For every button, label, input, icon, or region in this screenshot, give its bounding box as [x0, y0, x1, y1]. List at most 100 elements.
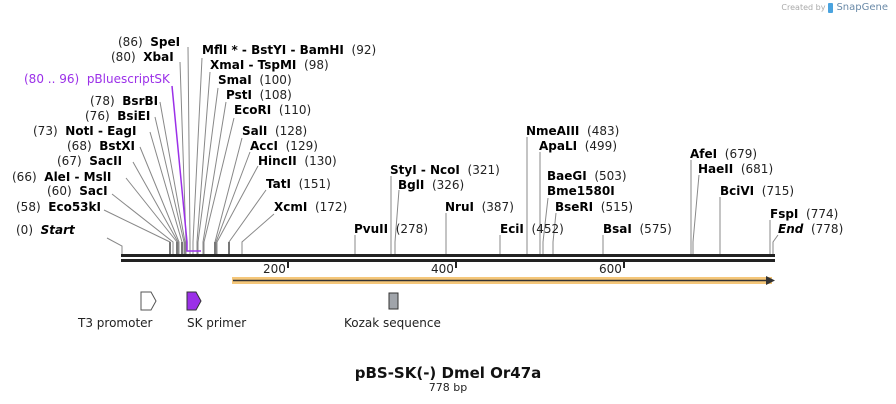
site-label-noti-eagi[interactable]: (73) NotI - EagI — [33, 124, 136, 138]
site-position: (58) — [16, 200, 41, 214]
site-label-tati[interactable]: TatI (151) — [266, 177, 331, 191]
site-label-hincii[interactable]: HincII (130) — [258, 154, 337, 168]
site-position: (778) — [810, 222, 844, 236]
site-name: AleI - MslI — [44, 170, 112, 184]
site-position: (151) — [298, 177, 331, 191]
site-label-end[interactable]: End (778) — [778, 222, 843, 236]
site-label-sacii[interactable]: (67) SacII — [57, 154, 122, 168]
site-position: (130) — [304, 154, 337, 168]
site-position: (98) — [304, 58, 329, 72]
kozak-box-icon[interactable] — [388, 292, 399, 310]
site-name: BsaI — [603, 222, 632, 236]
site-label-alei-msli[interactable]: (66) AleI - MslI — [12, 170, 111, 184]
site-label-sali[interactable]: SalI (128) — [242, 124, 307, 138]
site-position: (68) — [67, 139, 92, 153]
ruler-label-200: 200 — [263, 262, 286, 276]
site-name: SalI — [242, 124, 268, 138]
feature-label-kozak[interactable]: Kozak sequence — [344, 316, 441, 330]
site-name: SacII — [89, 154, 123, 168]
site-position: (515) — [600, 200, 634, 214]
site-label-bsai[interactable]: BsaI (575) — [603, 222, 672, 236]
site-label-bstxi[interactable]: (68) BstXI — [67, 139, 135, 153]
site-position: (78) — [90, 94, 115, 108]
site-label-acci[interactable]: AccI (129) — [250, 139, 318, 153]
site-label-apali[interactable]: ApaLI (499) — [539, 139, 617, 153]
primer-label[interactable]: (80 .. 96) pBluescriptSK — [24, 72, 170, 86]
site-label-bcivi[interactable]: BciVI (715) — [720, 184, 794, 198]
site-label-bsrbi[interactable]: (78) BsrBI — [90, 94, 158, 108]
site-position: (278) — [395, 222, 429, 236]
site-name: AfeI — [690, 147, 718, 161]
site-position: (503) — [594, 169, 627, 183]
site-label-xbai[interactable]: (80) XbaI — [111, 50, 174, 64]
site-name: MflI * - BstYI - BamHI — [202, 43, 344, 57]
site-position: (715) — [761, 184, 795, 198]
site-label-bseri[interactable]: BseRI (515) — [555, 200, 633, 214]
t3-promoter-arrow-icon[interactable] — [140, 291, 157, 311]
primer-range: (80 .. 96) — [24, 72, 80, 86]
snapgene-logo-icon — [828, 2, 834, 13]
site-label-nmeaiii[interactable]: NmeAIII (483) — [526, 124, 619, 138]
map-title: pBS-SK(-) Dmel Or47a — [354, 364, 542, 382]
site-label-haeii[interactable]: HaeII (681) — [698, 162, 773, 176]
orf-arrow[interactable] — [232, 276, 775, 285]
site-label-saci[interactable]: (60) SacI — [47, 184, 108, 198]
site-name: Start — [40, 223, 75, 237]
site-name: AccI — [250, 139, 278, 153]
sk-primer-arrow-icon[interactable] — [186, 291, 202, 311]
primer-pbluescriptsk[interactable] — [171, 85, 201, 252]
site-label-mfli-bstyi-bamhi[interactable]: MflI * - BstYI - BamHI (92) — [202, 43, 376, 57]
sequence-backbone — [121, 254, 775, 262]
site-label-ecori[interactable]: EcoRI (110) — [234, 103, 311, 117]
site-label-nrui[interactable]: NruI (387) — [445, 200, 514, 214]
site-label-bsiei[interactable]: (76) BsiEI — [85, 109, 150, 123]
site-name: BsrBI — [122, 94, 159, 108]
site-position: (128) — [274, 124, 308, 138]
site-position: (92) — [351, 43, 377, 57]
site-label-pvuii[interactable]: PvuII (278) — [354, 222, 428, 236]
site-position: (60) — [47, 184, 72, 198]
site-label-spei[interactable]: (86) SpeI — [118, 35, 180, 49]
site-name: SpeI — [150, 35, 181, 49]
site-position: (108) — [259, 88, 292, 102]
site-name: XcmI — [274, 200, 308, 214]
site-label-smai[interactable]: SmaI (100) — [218, 73, 292, 87]
site-label-start[interactable]: (0) Start — [16, 223, 75, 237]
site-label-afei[interactable]: AfeI (679) — [690, 147, 757, 161]
site-position: (575) — [639, 222, 672, 236]
site-position: (80) — [111, 50, 136, 64]
site-label-styi-ncoi[interactable]: StyI - NcoI (321) — [390, 163, 500, 177]
site-name: Eco53kI — [48, 200, 101, 214]
feature-label-sk-primer[interactable]: SK primer — [187, 316, 247, 330]
site-label-fspi[interactable]: FspI (774) — [770, 207, 838, 221]
site-label-bme1580i[interactable]: Bme1580I — [547, 184, 622, 198]
site-name: PstI — [226, 88, 252, 102]
credit-brand: SnapGene — [836, 2, 888, 13]
site-position: (452) — [531, 222, 564, 236]
site-position: (483) — [587, 124, 620, 138]
site-label-ecii[interactable]: EciI (452) — [500, 222, 564, 236]
site-position: (681) — [740, 162, 774, 176]
primer-name: pBluescriptSK — [86, 72, 170, 86]
feature-label-t3-promoter[interactable]: T3 promoter — [78, 316, 153, 330]
site-label-xcmi[interactable]: XcmI (172) — [274, 200, 347, 214]
site-label-eco53ki[interactable]: (58) Eco53kI — [16, 200, 101, 214]
site-name: EciI — [500, 222, 524, 236]
site-label-baegi[interactable]: BaeGI (503) — [547, 169, 627, 183]
site-position: (321) — [467, 163, 500, 177]
site-position: (73) — [33, 124, 58, 138]
site-name: SacI — [79, 184, 108, 198]
site-name: ApaLI — [539, 139, 578, 153]
site-name: XbaI — [143, 50, 174, 64]
site-label-psti[interactable]: PstI (108) — [226, 88, 292, 102]
site-label-bgli[interactable]: BglI (326) — [398, 178, 464, 192]
site-position: (0) — [16, 223, 33, 237]
site-name: SmaI — [218, 73, 252, 87]
site-name: EcoRI — [234, 103, 272, 117]
site-label-xmai-tspmi[interactable]: XmaI - TspMI (98) — [210, 58, 329, 72]
site-name: BciVI — [720, 184, 755, 198]
site-position: (679) — [724, 147, 758, 161]
site-name: StyI - NcoI — [390, 163, 460, 177]
site-name: NruI — [445, 200, 474, 214]
